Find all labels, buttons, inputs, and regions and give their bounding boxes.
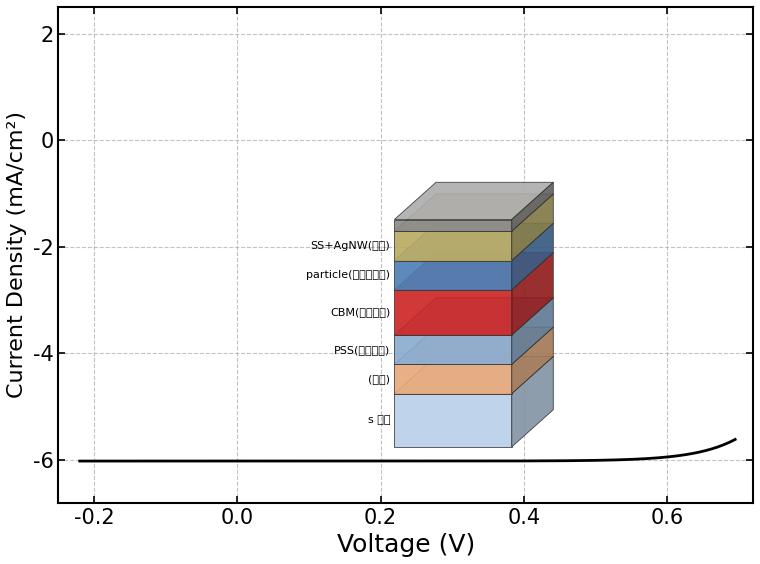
X-axis label: Voltage (V): Voltage (V) <box>337 533 475 557</box>
Y-axis label: Current Density (mA/cm²): Current Density (mA/cm²) <box>7 111 27 398</box>
